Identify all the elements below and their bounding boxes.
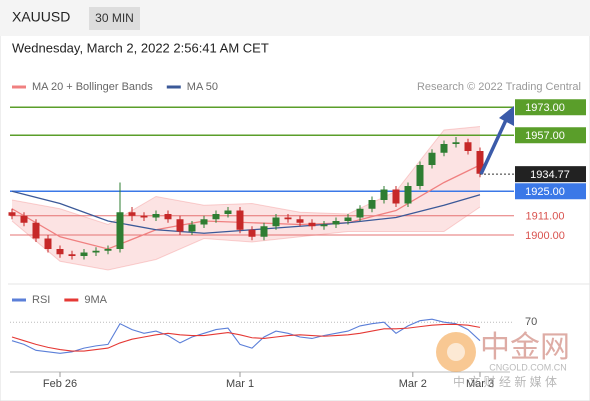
candle-body bbox=[284, 217, 292, 220]
candle-body bbox=[68, 254, 76, 256]
moving-average bbox=[11, 164, 481, 250]
x-tick-label: Feb 26 bbox=[43, 378, 77, 390]
candle-body bbox=[104, 249, 112, 251]
candle-body bbox=[8, 212, 16, 216]
last-price-label: 1934.77 bbox=[530, 169, 570, 181]
level-label: 1900.00 bbox=[525, 230, 565, 242]
candle-body bbox=[452, 142, 460, 144]
candle-body bbox=[428, 152, 436, 165]
x-tick-label: Mar 3 bbox=[466, 378, 494, 390]
level-label: 1911.00 bbox=[526, 211, 565, 223]
candle-body bbox=[296, 219, 304, 223]
candle-body bbox=[92, 250, 100, 253]
candle-body bbox=[416, 165, 424, 186]
watermark-name: 中金网 bbox=[480, 331, 570, 364]
candle-body bbox=[368, 200, 376, 209]
candle-body bbox=[440, 144, 448, 153]
legend-label[interactable]: RSI bbox=[32, 294, 50, 306]
candle-body bbox=[380, 189, 388, 200]
level-box bbox=[515, 183, 586, 200]
candle-body bbox=[116, 212, 124, 249]
candle-body bbox=[344, 217, 352, 221]
y-tick-label: 70 bbox=[525, 316, 537, 328]
candle-body bbox=[80, 252, 88, 256]
level-label: 1957.00 bbox=[525, 130, 565, 142]
timestamp: Wednesday, March 2, 2022 2:56:41 AM CET bbox=[12, 40, 269, 55]
candle-body bbox=[164, 214, 172, 220]
header-bar bbox=[0, 0, 590, 36]
candle-body bbox=[392, 189, 400, 204]
watermark-tagline: 中 文 财 经 新 媒 体 bbox=[453, 374, 557, 389]
interval-badge[interactable] bbox=[89, 7, 140, 30]
watermark-url: CNGOLD.COM.CN bbox=[489, 362, 567, 372]
candle-body bbox=[476, 151, 484, 174]
bollinger-band bbox=[12, 126, 480, 270]
candle-body bbox=[332, 221, 340, 225]
x-tick-label: Mar 1 bbox=[226, 378, 254, 390]
indicator-line bbox=[11, 318, 481, 354]
candle-body bbox=[224, 210, 232, 214]
candle-body bbox=[200, 219, 208, 225]
legend-label[interactable]: MA 50 bbox=[187, 81, 218, 93]
candle-body bbox=[308, 222, 316, 227]
candle-body bbox=[140, 215, 148, 218]
forecast-arrowhead bbox=[499, 106, 514, 126]
candle-body bbox=[272, 217, 280, 227]
candle-body bbox=[248, 229, 256, 237]
bollinger-edge bbox=[11, 206, 481, 271]
legend-label[interactable]: MA 20 + Bollinger Bands bbox=[32, 81, 153, 93]
level-box bbox=[515, 127, 586, 144]
last-price-box bbox=[515, 166, 586, 183]
bollinger-edge bbox=[11, 126, 481, 226]
indicator-line bbox=[11, 323, 481, 352]
watermark-logo-inner bbox=[447, 343, 465, 361]
x-tick-label: Mar 2 bbox=[399, 378, 427, 390]
candle-body bbox=[356, 208, 364, 218]
candle-body bbox=[56, 249, 64, 255]
candle-body bbox=[44, 238, 52, 249]
candle-body bbox=[152, 214, 160, 218]
level-label: 1973.00 bbox=[525, 102, 565, 114]
credit: Research © 2022 Trading Central bbox=[417, 81, 581, 93]
candle-body bbox=[20, 215, 28, 223]
symbol: XAUUSD bbox=[12, 9, 70, 25]
legend-label[interactable]: 9MA bbox=[84, 294, 107, 306]
candle-body bbox=[404, 186, 412, 204]
forecast-arrow bbox=[479, 119, 508, 175]
candle-body bbox=[464, 142, 472, 151]
level-box bbox=[515, 99, 586, 116]
candle-body bbox=[212, 214, 220, 220]
candle-body bbox=[236, 210, 244, 230]
candle-body bbox=[176, 219, 184, 232]
candle-body bbox=[188, 224, 196, 232]
candle-body bbox=[260, 226, 268, 237]
candle-body bbox=[32, 222, 40, 239]
candle-body bbox=[320, 224, 328, 227]
level-label: 1925.00 bbox=[525, 186, 565, 198]
candle-body bbox=[128, 212, 136, 216]
interval[interactable]: 30 MIN bbox=[95, 11, 134, 25]
